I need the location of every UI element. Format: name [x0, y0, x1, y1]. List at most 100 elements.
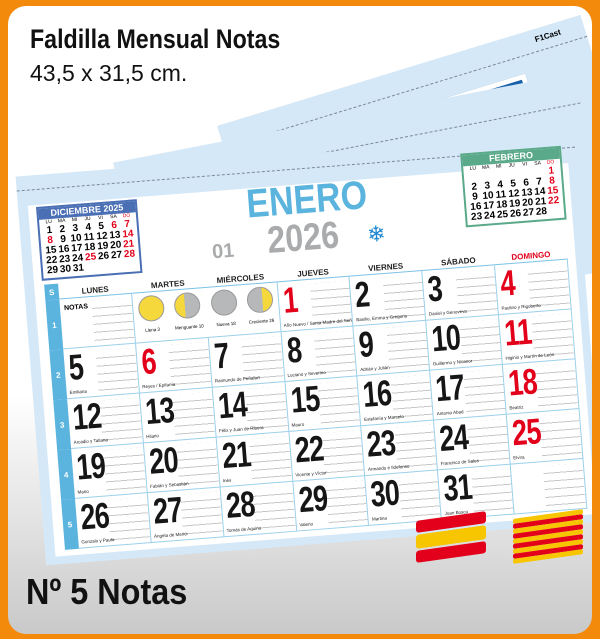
day-number: 9: [357, 323, 376, 366]
mini-calendar-grid: LU MA MI JU VI SA DO 1 2 3 4 5 6 7 8 9 10 11 12 13 14 15 16 17 1…: [466, 159, 561, 223]
saint-name: Guillermo y Nicanor: [432, 358, 473, 367]
product-variant-label: Nº 5 Notas: [26, 571, 188, 612]
day-number: 19: [74, 444, 107, 488]
day-cell: 11 Higinio y Martín de León: [499, 309, 576, 365]
moon-label: Llena 3: [145, 326, 161, 333]
saint-name: Inés: [222, 477, 232, 484]
mini-day: 28: [123, 248, 136, 261]
day-number: 1: [281, 278, 299, 321]
day-cell: 18 Beatriz: [502, 359, 580, 415]
saint-name: Francisco de Sales: [440, 458, 480, 467]
moon-phase: Llena 3: [136, 294, 166, 334]
catalonia-flag-icon: [513, 509, 583, 564]
mini-day: 25: [84, 251, 97, 264]
day-cell: 4 Paulino y Rigoberto: [495, 259, 572, 316]
saint-name: Basilio, Emma y Gregorio: [356, 313, 408, 323]
day-cell: 12 Arcadio y Tatiana: [67, 393, 144, 450]
saint-name: Elvira: [513, 454, 525, 461]
mini-day: 27: [522, 207, 535, 219]
day-number: 21: [220, 433, 252, 477]
day-number: 7: [212, 334, 230, 377]
day-cell: 7 Raimundo de Peñafort: [208, 332, 286, 388]
day-cell: 20 Fabián y Sebastián: [143, 437, 221, 494]
mini-day: 25: [496, 209, 509, 221]
day-number: 17: [434, 366, 466, 410]
moon-phase: Menguante 10: [172, 291, 204, 331]
mini-day: 23: [470, 211, 483, 223]
saint-name: Arcadio y Tatiana: [73, 437, 109, 445]
day-cell: 6 Reyes / Epifanía: [135, 337, 213, 394]
moon-phase: Nueva 18: [210, 288, 239, 329]
day-cell: 14 Félix y Juan de Ribera: [212, 382, 290, 438]
moon-label: Menguante 10: [174, 323, 204, 331]
day-cell: 25 Elvira: [506, 409, 584, 465]
calendar-grid: S LUNES MARTES MIÉRCOLES JUEVES VIERNES SÁBADO…: [44, 244, 588, 550]
saint-name: Luciano y Severino: [287, 369, 326, 378]
mini-day: 28: [535, 205, 548, 218]
product-size: 43,5 x 31,5 cm.: [30, 60, 188, 86]
product-code: F1Cast: [533, 27, 562, 44]
day-number: 6: [139, 340, 158, 383]
moon-wax-icon: [245, 285, 274, 314]
saint-name: Vicente y Víctor: [295, 470, 327, 478]
empty-cell: [510, 458, 588, 515]
spain-flag-icon: [416, 509, 486, 563]
moon-phase: Creciente 26: [245, 285, 275, 326]
saint-name: Beatriz: [509, 404, 524, 411]
saint-name: Estefanía y Marcelo: [363, 413, 404, 422]
mini-day: 30: [59, 263, 72, 276]
saint-name: Paulino y Rigoberto: [501, 302, 541, 311]
saint-name: Ángela de Merici: [153, 531, 188, 539]
day-cell: 3 Daniel y Genoveva: [422, 265, 500, 321]
day-cell: 22 Vicente y Víctor: [289, 426, 366, 482]
day-number: 31: [442, 465, 474, 509]
calendar-page: DICIEMBRE 2025 LU MA MI JU VI SA DO 1 2 3 4 5 6 7 8 9 10 1…: [27, 145, 592, 557]
mini-day: 24: [483, 210, 496, 222]
day-number: 4: [498, 261, 517, 304]
day-number: 23: [365, 421, 398, 465]
day-number: 2: [353, 273, 372, 316]
day-cell: 23 Armando e Ildefonso: [361, 420, 439, 477]
moon-label: Creciente 26: [248, 317, 275, 325]
saint-name: Daniel y Genoveva: [428, 308, 468, 317]
month-name: ENERO: [244, 173, 369, 227]
day-cell: 15 Mauro: [285, 376, 362, 432]
day-number: 25: [510, 410, 543, 454]
day-number: 24: [438, 415, 470, 460]
day-number: 5: [67, 345, 85, 388]
day-cell: 10 Guillermo y Nicanor: [426, 315, 503, 371]
day-cell: 2 Basilio, Emma y Gregorio: [349, 270, 427, 327]
year: 2026: [265, 214, 341, 262]
day-cell: 17 Antonio Abad: [430, 364, 507, 421]
mini-calendar-grid: LU MA MI JU VI SA DO 1 2 3 4 5 6 7 8 9 10 11 12 13 14 15 16 17 1…: [42, 212, 137, 277]
saint-name: Adrián y Julián: [359, 364, 390, 373]
day-cell: 29 Valerio: [292, 476, 370, 532]
day-number: 12: [71, 394, 103, 438]
saint-name: Armando e Ildefonso: [367, 463, 410, 472]
product-title: Faldilla Mensual Notas: [30, 24, 281, 54]
mini-day: 29: [46, 264, 59, 277]
day-number: 28: [224, 482, 256, 527]
saint-name: Tomás de Aquino: [226, 525, 262, 534]
day-number: 8: [284, 328, 303, 371]
moon-label: Nueva 18: [216, 320, 236, 328]
saint-name: Reyes / Epifanía: [142, 381, 176, 390]
day-cell: 24 Francisco de Sales: [434, 414, 511, 471]
saint-name: Martina: [371, 515, 388, 522]
day-cell: 9 Adrián y Julián: [353, 320, 431, 377]
day-number: 11: [502, 310, 534, 354]
saint-name: Raimundo de Peñafort: [214, 375, 261, 384]
moon-new-icon: [210, 288, 239, 317]
day-number: 22: [292, 427, 325, 471]
day-number: 26: [78, 494, 111, 538]
mini-day: 26: [509, 208, 522, 220]
week-header: S: [44, 283, 60, 301]
mini-calendar: FEBRERO LU MA MI JU VI SA DO 1 2 3 4 5 6 7 8 9 10 11 12 13 14…: [460, 145, 567, 228]
mini-day: 27: [110, 249, 123, 262]
saint-name: Higinio y Martín de León: [505, 351, 555, 361]
mini-calendar: DICIEMBRE 2025 LU MA MI JU VI SA DO 1 2 3 4 5 6 7 8 9 10 1…: [36, 199, 143, 281]
day-cell: 5 Emiliana: [63, 343, 140, 400]
day-cell: 1 Año Nuevo / Santa Madre del Señor: [277, 276, 354, 333]
moon-full-icon: [136, 294, 165, 323]
day-number: 18: [506, 360, 539, 404]
